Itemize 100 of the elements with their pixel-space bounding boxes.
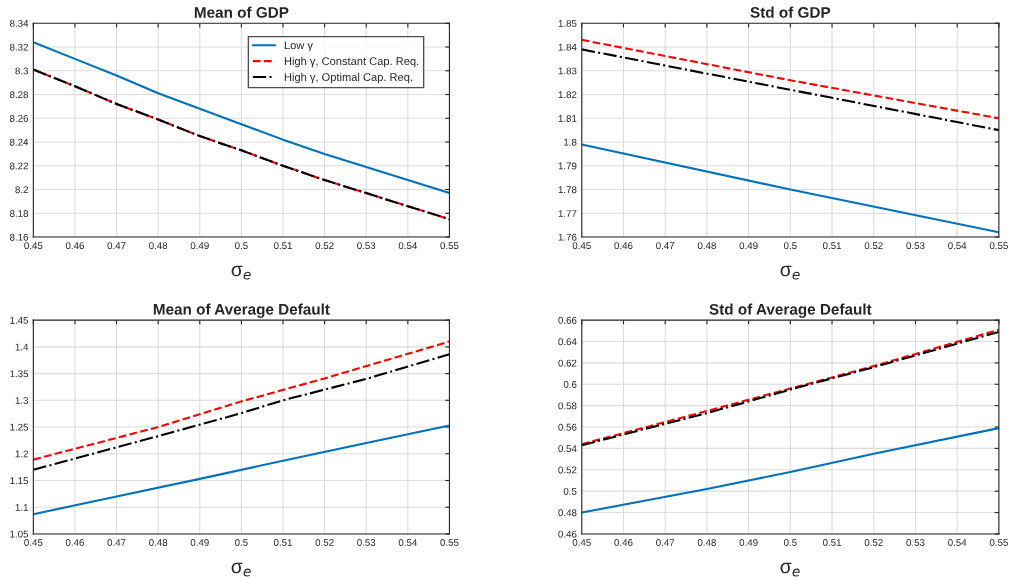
- x-tick-label: 0.55: [989, 539, 1008, 546]
- y-tick-label: 0.6: [563, 381, 577, 388]
- x-tick-label: 0.54: [398, 242, 418, 250]
- legend-label: High γ, Optimal Cap. Req.: [284, 72, 412, 84]
- x-tick-label: 0.45: [24, 539, 43, 546]
- chart-title: Mean of GDP: [194, 6, 289, 18]
- x-axis-title: σ$_{e}$: [780, 562, 800, 577]
- x-tick-label: 0.51: [273, 539, 292, 546]
- x-tick-label: 0.47: [656, 242, 675, 250]
- y-tick-label: 0.52: [558, 466, 577, 474]
- x-tick-label: 0.52: [315, 539, 334, 546]
- y-tick-label: 1.77: [558, 210, 577, 217]
- y-tick-label: 1.84: [558, 43, 577, 51]
- x-tick-label: 0.54: [398, 539, 418, 546]
- x-tick-label: 0.45: [572, 539, 591, 546]
- x-tick-label: 0.48: [697, 539, 716, 546]
- line-series: [33, 353, 450, 471]
- x-tick-label: 0.53: [906, 242, 925, 250]
- x-tick-label: 0.48: [697, 242, 716, 250]
- y-tick-label: 1.4: [15, 343, 29, 351]
- y-tick-label: 0.56: [558, 423, 577, 431]
- x-tick-label: 0.5: [235, 242, 248, 250]
- y-tick-label: 0.64: [558, 338, 577, 346]
- x-tick-label: 0.47: [107, 539, 126, 546]
- x-tick-label: 0.55: [440, 242, 459, 250]
- y-tick-label: 8.34: [9, 19, 29, 27]
- x-tick-label: 0.52: [864, 242, 883, 250]
- y-tick-label: 8.24: [9, 138, 29, 146]
- line-series: [33, 68, 450, 221]
- y-tick-label: 8.26: [9, 115, 29, 122]
- y-tick-label: 1.8: [564, 138, 577, 146]
- y-tick-label: 8.18: [9, 210, 29, 217]
- x-tick-label: 0.46: [614, 539, 633, 546]
- x-tick-label: 0.49: [739, 539, 758, 546]
- y-tick-label: 1.25: [10, 423, 29, 431]
- x-axis-title: σ$_{e}$: [231, 562, 251, 577]
- x-tick-label: 0.45: [572, 242, 591, 250]
- x-tick-label: 0.5: [235, 539, 248, 546]
- y-tick-label: 1.45: [10, 316, 29, 324]
- x-tick-label: 0.51: [822, 539, 842, 546]
- y-tick-label: 0.48: [558, 509, 577, 517]
- x-tick-label: 0.51: [273, 242, 292, 250]
- y-tick-label: 8.28: [9, 91, 29, 99]
- y-tick-label: 1.35: [10, 370, 29, 378]
- y-tick-label: 1.76: [558, 233, 577, 241]
- y-tick-label: 8.16: [9, 233, 29, 241]
- chart-title: Mean of Average Default: [153, 303, 330, 318]
- y-tick-label: 1.2: [15, 450, 28, 458]
- y-tick-label: 1.1: [15, 504, 28, 511]
- line-series: [33, 41, 450, 195]
- x-tick-label: 0.52: [864, 539, 883, 546]
- x-tick-label: 0.49: [190, 242, 209, 250]
- y-tick-label: 0.58: [558, 402, 577, 410]
- line-series: [33, 424, 450, 516]
- y-tick-label: 1.83: [558, 67, 577, 75]
- y-tick-label: 0.54: [558, 445, 577, 453]
- y-tick-label: 0.5: [563, 487, 577, 495]
- x-tick-label: 0.46: [65, 539, 84, 546]
- y-tick-label: 1.79: [558, 162, 577, 170]
- x-tick-label: 0.53: [906, 539, 925, 546]
- y-tick-label: 1.81: [558, 115, 577, 122]
- x-tick-label: 0.49: [190, 539, 209, 546]
- y-tick-label: 8.2: [15, 186, 28, 194]
- y-tick-label: 0.66: [558, 316, 577, 324]
- y-tick-label: 1.85: [558, 19, 577, 27]
- x-tick-label: 0.55: [440, 539, 459, 546]
- x-tick-label: 0.49: [739, 242, 758, 250]
- y-tick-label: 0.46: [558, 530, 577, 538]
- x-axis-title: σ$_{e}$: [231, 265, 251, 280]
- x-tick-label: 0.55: [989, 242, 1008, 250]
- y-tick-label: 8.32: [9, 43, 28, 51]
- x-tick-label: 0.48: [149, 539, 168, 546]
- x-tick-label: 0.5: [783, 242, 797, 250]
- x-tick-label: 0.48: [149, 242, 168, 250]
- x-tick-label: 0.46: [65, 242, 84, 250]
- y-tick-label: 1.78: [558, 186, 577, 194]
- y-tick-label: 1.05: [10, 530, 29, 538]
- x-tick-label: 0.54: [948, 539, 967, 546]
- x-tick-label: 0.47: [107, 242, 126, 250]
- x-axis-title: σ$_{e}$: [780, 265, 800, 280]
- y-tick-label: 8.3: [15, 67, 29, 75]
- chart-title: Std of Average Default: [709, 303, 872, 318]
- y-tick-label: 8.22: [9, 162, 28, 170]
- x-tick-label: 0.46: [614, 242, 633, 250]
- legend-label: High γ, Constant Cap. Req.: [284, 56, 419, 68]
- x-tick-label: 0.53: [357, 242, 376, 250]
- line-series: [33, 340, 450, 461]
- x-tick-label: 0.47: [656, 539, 675, 546]
- x-tick-label: 0.45: [24, 242, 43, 250]
- y-tick-label: 1.82: [558, 91, 577, 99]
- line-series: [581, 427, 999, 514]
- chart-title: Std of GDP: [750, 6, 831, 18]
- x-tick-label: 0.53: [357, 539, 376, 546]
- y-tick-label: 1.15: [10, 477, 29, 485]
- x-tick-label: 0.54: [948, 242, 967, 250]
- x-tick-label: 0.52: [315, 242, 334, 250]
- y-tick-label: 0.62: [558, 359, 577, 367]
- x-tick-label: 0.5: [783, 539, 797, 546]
- y-tick-label: 1.3: [15, 397, 29, 404]
- x-tick-label: 0.51: [822, 242, 842, 250]
